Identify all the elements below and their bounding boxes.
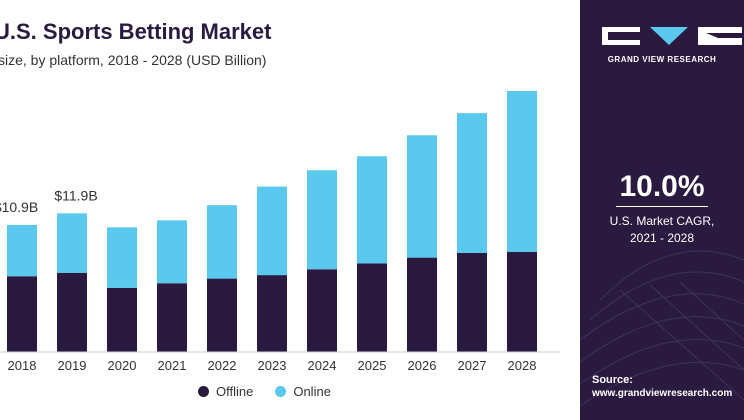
bar-online-2018 <box>7 224 37 277</box>
bar-offline-2024 <box>307 269 337 352</box>
bar-online-2020 <box>107 227 137 288</box>
chart-legend: Offline Online <box>198 384 331 399</box>
x-tick-label-2025: 2025 <box>358 358 387 373</box>
legend-online-label: Online <box>293 384 331 399</box>
x-tick-label-2021: 2021 <box>158 358 187 373</box>
cagr-period: 2021 - 2028 <box>629 231 695 245</box>
bar-offline-2028 <box>507 251 537 352</box>
source-url: www.grandviewresearch.com <box>592 388 733 399</box>
chart-title: U.S. Sports Betting Market <box>0 19 272 44</box>
x-tick-label-2024: 2024 <box>308 358 337 373</box>
data-label-2018: $10.9B <box>0 199 38 215</box>
bar-online-2021 <box>157 220 187 284</box>
bar-online-2027 <box>457 113 487 253</box>
x-tick-label-2018: 2018 <box>8 358 37 373</box>
x-tick-label-2028: 2028 <box>508 358 537 373</box>
bar-online-2019 <box>57 213 87 273</box>
bar-offline-2023 <box>257 275 287 352</box>
bar-online-2026 <box>407 135 437 258</box>
cagr-value: 10.0% <box>619 170 705 203</box>
legend-online-swatch <box>275 386 287 397</box>
legend-item-offline: Offline <box>198 384 253 399</box>
data-label-2019: $11.9B <box>54 187 97 203</box>
bar-offline-2025 <box>357 263 387 352</box>
x-tick-label-2026: 2026 <box>408 358 437 373</box>
legend-offline-swatch <box>198 386 209 397</box>
x-tick-label-2020: 2020 <box>108 358 137 373</box>
bar-offline-2019 <box>57 272 87 352</box>
x-tick-label-2023: 2023 <box>258 358 287 373</box>
brand-name: GRAND VIEW RESEARCH <box>607 55 717 64</box>
bar-online-2023 <box>257 186 287 276</box>
cagr-divider <box>616 206 708 207</box>
bar-offline-2021 <box>157 283 187 352</box>
legend-item-online: Online <box>275 384 331 399</box>
bar-online-2022 <box>207 205 237 279</box>
source-label: Source: <box>592 374 633 386</box>
x-tick-label-2019: 2019 <box>58 358 87 373</box>
bar-online-2025 <box>357 156 387 264</box>
bar-online-2024 <box>307 170 337 270</box>
x-tick-label-2022: 2022 <box>208 358 237 373</box>
bar-chart: 2018 2019 2020 2021 2022 2023 2024 2025 2026 2027… <box>0 90 560 373</box>
bar-offline-2020 <box>107 287 137 352</box>
bar-offline-2022 <box>207 278 237 352</box>
bar-offline-2018 <box>7 276 37 352</box>
bar-offline-2026 <box>407 257 437 352</box>
bar-online-2028 <box>507 90 537 252</box>
bar-offline-2027 <box>457 252 487 352</box>
chart-subtitle: size, by platform, 2018 - 2028 (USD Bill… <box>0 52 267 68</box>
legend-offline-label: Offline <box>216 384 254 399</box>
brand-logo <box>602 27 742 45</box>
cagr-label: U.S. Market CAGR, <box>609 214 715 228</box>
chart-area: U.S. Sports Betting Market size, by plat… <box>0 19 560 399</box>
decorative-pattern <box>580 250 744 407</box>
side-panel: GRAND VIEW RESEARCH 10.0% U.S. Market CA… <box>580 0 744 420</box>
x-tick-label-2027: 2027 <box>458 358 487 373</box>
